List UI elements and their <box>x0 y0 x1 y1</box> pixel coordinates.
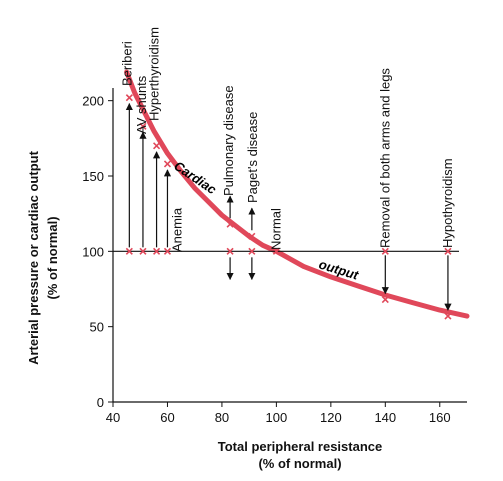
condition-label-hyperthyroidism: Hyperthyroidism <box>147 27 162 121</box>
reference-marker-anemia <box>163 247 172 255</box>
reference-marker-hypothyroidism <box>444 247 452 255</box>
x-tick-label-140: 140 <box>374 410 396 425</box>
curve-marker-hyperthyroidism <box>153 142 161 150</box>
curve-marker-av-shunts <box>139 122 147 130</box>
y-tick-label-0: 0 <box>97 395 104 410</box>
reference-marker-av-shunts <box>139 247 147 255</box>
curve-marker-hypothyroidism <box>444 312 452 320</box>
condition-label-pulmonary-disease: Pulmonary disease <box>221 85 236 196</box>
condition-label-removal-of-both-arms-and-legs: Removal of both arms and legs <box>377 68 392 248</box>
curve-marker-beriberi <box>125 94 133 102</box>
x-tick-label-80: 80 <box>215 410 229 425</box>
condition-label-normal: Normal <box>268 208 283 250</box>
curve-layer <box>124 69 470 319</box>
condition-label-beriberi: Beriberi <box>119 41 134 86</box>
x-tick-label-60: 60 <box>160 410 174 425</box>
curve-marker-paget-s-disease <box>248 232 256 240</box>
y-tick-label-100: 100 <box>82 244 104 259</box>
y-axis-title: Arterial pressure or cardiac output <box>26 150 41 365</box>
x-tick-label-40: 40 <box>106 410 120 425</box>
x-axis-unit: (% of normal) <box>258 456 341 471</box>
condition-label-anemia: Anemia <box>169 207 184 252</box>
curve-marker-removal-of-both-arms-and-legs <box>381 295 389 304</box>
x-tick-label-100: 100 <box>266 410 288 425</box>
x-axis-title: Total peripheral resistance <box>218 439 383 454</box>
reference-marker-beriberi <box>125 247 133 255</box>
condition-label-av-shunts: AV shunts <box>134 75 149 134</box>
y-axis-unit: (% of normal) <box>45 216 60 299</box>
condition-label-hypothyroidism: Hypothyroidism <box>440 158 455 248</box>
reference-marker-hyperthyroidism <box>153 247 161 255</box>
y-tick-label-200: 200 <box>82 94 104 109</box>
curve-marker-pulmonary-disease <box>226 220 234 228</box>
reference-marker-normal <box>272 247 280 255</box>
y-tick-label-150: 150 <box>82 169 104 184</box>
condition-label-paget-s-disease: Paget's disease <box>245 112 260 203</box>
y-tick-label-50: 50 <box>90 320 104 335</box>
x-tick-label-160: 160 <box>429 410 451 425</box>
reference-marker-removal-of-both-arms-and-legs <box>381 247 389 255</box>
x-tick-label-120: 120 <box>320 410 342 425</box>
reference-marker-paget-s-disease <box>248 247 256 255</box>
axes-layer: 40 60 80 100 120 140 160 0 50 100 150 200 <box>82 88 467 425</box>
marks-layer <box>125 94 452 320</box>
curve-marker-anemia <box>163 160 172 168</box>
cardiac-output-curve <box>124 69 470 319</box>
reference-marker-pulmonary-disease <box>226 247 234 255</box>
